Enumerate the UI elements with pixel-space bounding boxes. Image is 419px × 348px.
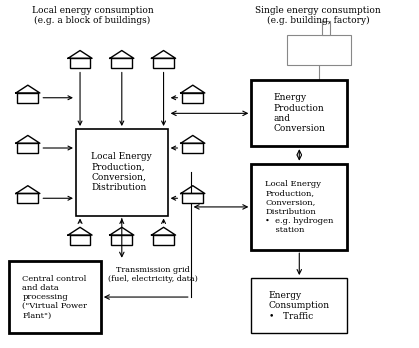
Bar xyxy=(18,143,38,153)
Text: Local Energy
Production,
Conversion,
Distribution: Local Energy Production, Conversion, Dis… xyxy=(91,152,152,192)
Bar xyxy=(9,261,101,333)
Bar xyxy=(18,93,38,103)
Bar xyxy=(70,235,91,245)
Bar xyxy=(153,58,174,68)
Bar xyxy=(322,22,330,35)
Bar xyxy=(182,193,203,203)
Text: Single energy consumption
(e.g. building, factory): Single energy consumption (e.g. building… xyxy=(255,6,381,25)
Bar xyxy=(251,80,347,146)
Text: Local energy consumption
(e.g. a block of buildings): Local energy consumption (e.g. a block o… xyxy=(32,6,153,25)
Text: Energy
Production
and
Conversion: Energy Production and Conversion xyxy=(273,93,325,133)
Bar xyxy=(153,235,174,245)
Bar xyxy=(251,164,347,250)
Text: Local Energy
Production,
Conversion,
Distribution
•  e.g. hydrogen
    station: Local Energy Production, Conversion, Dis… xyxy=(265,180,334,234)
Bar xyxy=(111,235,132,245)
Bar xyxy=(18,193,38,203)
Bar xyxy=(76,129,168,216)
Text: Central control
and data
processing
("Virtual Power
Plant"): Central control and data processing ("Vi… xyxy=(23,275,88,319)
Text: Energy
Consumption
•   Traffic: Energy Consumption • Traffic xyxy=(269,291,330,321)
Bar xyxy=(182,143,203,153)
Bar xyxy=(182,93,203,103)
Bar xyxy=(287,35,352,65)
Bar xyxy=(111,58,132,68)
Text: Transmission grid
(fuel, electricity, data): Transmission grid (fuel, electricity, da… xyxy=(108,266,198,283)
Bar xyxy=(251,278,347,333)
Bar xyxy=(70,58,91,68)
